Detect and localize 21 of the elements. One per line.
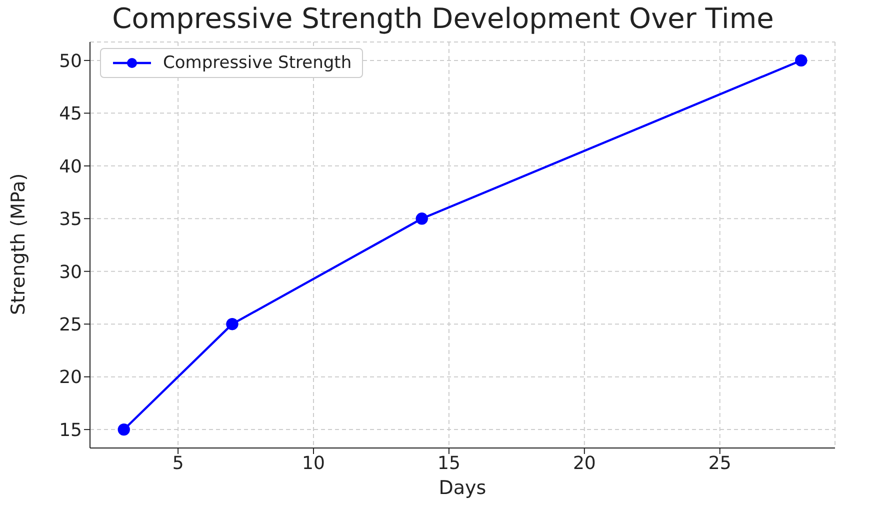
y-tick-label: 30 [59,262,82,283]
y-tick-label: 45 [59,104,82,125]
y-tick-label: 25 [59,314,82,336]
x-tick-label: 25 [708,452,732,474]
y-tick-label: 40 [59,156,82,178]
y-tick-label: 50 [59,50,82,72]
y-tick-label: 35 [59,209,82,230]
point [795,54,808,67]
y-tick-label: 20 [59,367,82,388]
point [118,423,130,436]
legend-label: Compressive Strength [163,53,352,73]
x-tick-label: 10 [302,452,325,474]
point [416,212,428,225]
y-tick-label: 15 [59,420,82,441]
x-tick-label: 15 [438,452,460,474]
x-tick-label: 5 [172,452,184,474]
point [226,318,238,330]
x-tick-label: 20 [572,452,596,474]
chart-title: Compressive Strength Development Over Time [111,2,775,35]
y-axis-title: Strength (MPa) [8,173,30,315]
x-axis-title: Days [438,477,486,499]
